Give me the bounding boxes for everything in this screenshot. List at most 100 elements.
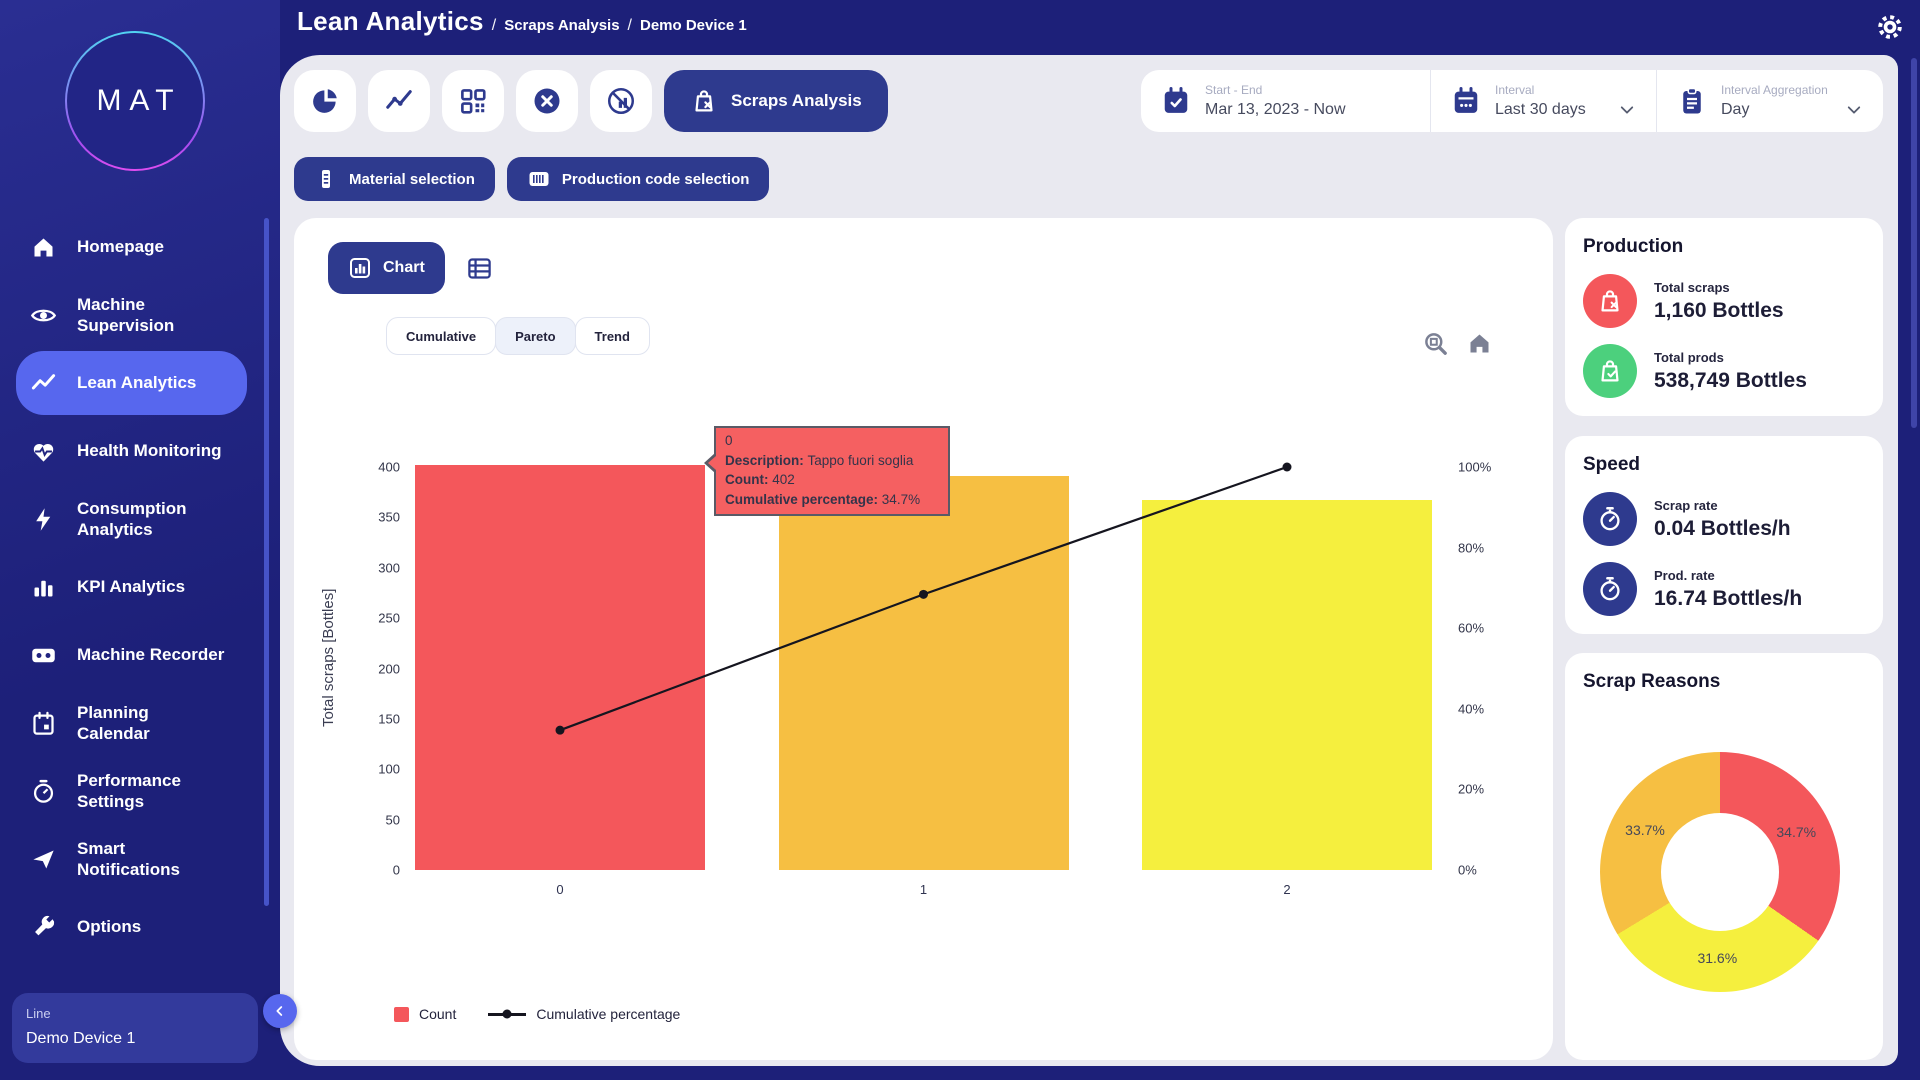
prod-rate-stat: Prod. rate 16.74 Bottles/h bbox=[1583, 562, 1865, 616]
chart-card: Chart Cumulative Pareto Trend Total scra… bbox=[294, 218, 1553, 1060]
breadcrumb-section[interactable]: Scraps Analysis bbox=[504, 17, 620, 34]
total-prods-label: Total prods bbox=[1654, 349, 1724, 365]
count-legend-swatch[interactable] bbox=[394, 1006, 409, 1022]
x-tick-label: 1 bbox=[919, 882, 928, 897]
clipboard-icon bbox=[1683, 87, 1701, 114]
cassette-icon bbox=[30, 642, 57, 669]
production-code-selection-label: Production code selection bbox=[561, 170, 750, 188]
chart-tabs: Cumulative Pareto Trend bbox=[386, 317, 650, 355]
sidebar-item-smart-notifications[interactable]: Smart Notifications bbox=[16, 827, 247, 891]
tooltip-row: Count402 bbox=[725, 470, 939, 490]
start-end-value: Mar 13, 2023 - Now bbox=[1205, 101, 1346, 118]
chart-legend: Count Cumulative percentage bbox=[394, 1006, 680, 1022]
heart-pulse-icon bbox=[30, 438, 57, 465]
scrap-rate-value: 0.04 Bottles/h bbox=[1654, 516, 1791, 540]
bolt-icon bbox=[30, 506, 57, 533]
breadcrumb-device[interactable]: Demo Device 1 bbox=[640, 17, 747, 34]
chart-modebar bbox=[1422, 330, 1493, 357]
material-selection-button[interactable]: Material selection bbox=[294, 157, 495, 201]
prod-rate-value: 16.74 Bottles/h bbox=[1654, 586, 1803, 610]
interval-aggregation-filter[interactable]: Interval Aggregation Day bbox=[1656, 70, 1883, 132]
device-selector-value: Demo Device 1 bbox=[26, 1030, 136, 1047]
device-selector[interactable]: Line Demo Device 1 bbox=[12, 993, 258, 1063]
bag-x-icon bbox=[1601, 290, 1619, 312]
interval-value: Last 30 days bbox=[1495, 101, 1586, 118]
cumulative-line bbox=[555, 462, 1292, 735]
table-view-button[interactable] bbox=[466, 255, 493, 282]
sidebar-item-consumption-analytics[interactable]: Consumption Analytics bbox=[16, 487, 247, 551]
bag-check-icon bbox=[1601, 360, 1619, 382]
total-scraps-label: Total scraps bbox=[1654, 279, 1730, 295]
reset-home-icon[interactable] bbox=[1466, 330, 1493, 357]
y-right-tick-label: 100% bbox=[1458, 459, 1492, 475]
sidebar-item-machine-supervision[interactable]: Machine Supervision bbox=[16, 283, 247, 347]
interval-aggregation-value: Day bbox=[1721, 101, 1750, 118]
tab-trend[interactable]: Trend bbox=[574, 317, 650, 355]
pareto-bar[interactable] bbox=[415, 465, 705, 870]
cumulative-legend-label[interactable]: Cumulative percentage bbox=[536, 1006, 681, 1022]
sidebar-item-options[interactable]: Options bbox=[16, 895, 247, 959]
sidebar-collapse-button[interactable] bbox=[263, 994, 297, 1028]
x-circle-view-button[interactable] bbox=[516, 70, 578, 132]
total-scraps-value: 1,160 Bottles bbox=[1654, 298, 1784, 322]
sidebar-nav: Homepage Machine Supervision Lean Analyt… bbox=[0, 211, 280, 963]
sidebar-item-lean-analytics[interactable]: Lean Analytics bbox=[16, 351, 247, 415]
sidebar-item-health-monitoring[interactable]: Health Monitoring bbox=[16, 419, 247, 483]
pareto-bar[interactable] bbox=[778, 476, 1069, 870]
y-right-tick-label: 40% bbox=[1458, 701, 1485, 717]
sidebar-item-planning-calendar[interactable]: Planning Calendar bbox=[16, 691, 247, 755]
line-view-button[interactable] bbox=[368, 70, 430, 132]
scraps-analysis-button[interactable]: Scraps Analysis bbox=[664, 70, 888, 132]
no-chart-view-button[interactable] bbox=[590, 70, 652, 132]
calendar-check-icon bbox=[1164, 87, 1188, 113]
breadcrumb-separator: / bbox=[627, 17, 632, 34]
tooltip-index: 0 bbox=[725, 433, 733, 448]
pareto-plot[interactable]: 0 1 2 0 50 100 150 200 250 300 350 400 0% 20% 40% 60% 80… bbox=[378, 445, 1491, 898]
donut-hole bbox=[1661, 813, 1779, 931]
sidebar-item-machine-recorder[interactable]: Machine Recorder bbox=[16, 623, 247, 687]
total-prods-value: 538,749 Bottles bbox=[1654, 368, 1807, 392]
pie-view-button[interactable] bbox=[294, 70, 356, 132]
y-left-tick-label: 350 bbox=[378, 509, 400, 525]
pareto-bar[interactable] bbox=[1142, 500, 1432, 870]
scrap-rate-label: Scrap rate bbox=[1654, 497, 1718, 513]
scrap-reasons-donut[interactable]: 34.7% 31.6% 33.7% bbox=[1600, 752, 1840, 992]
sidebar-item-kpi-analytics[interactable]: KPI Analytics bbox=[16, 555, 247, 619]
y-left-tick-label: 50 bbox=[385, 812, 400, 828]
logo: MAT bbox=[65, 31, 205, 171]
y-left-tick-label: 150 bbox=[378, 711, 400, 727]
chart-view-button[interactable]: Chart bbox=[328, 242, 445, 294]
prod-rate-label: Prod. rate bbox=[1654, 567, 1715, 583]
interval-filter[interactable]: Interval Last 30 days bbox=[1430, 70, 1656, 132]
tab-pareto[interactable]: Pareto bbox=[495, 317, 576, 355]
qr-view-button[interactable] bbox=[442, 70, 504, 132]
zoom-select-icon[interactable] bbox=[1422, 330, 1449, 357]
no-chart-icon bbox=[608, 88, 634, 114]
settings-gear-icon[interactable] bbox=[1876, 13, 1904, 41]
scrap-rate-stat: Scrap rate 0.04 Bottles/h bbox=[1583, 492, 1865, 546]
qr-code-icon bbox=[461, 89, 486, 114]
tab-cumulative[interactable]: Cumulative bbox=[386, 317, 497, 355]
logo-text: MAT bbox=[67, 33, 203, 169]
pie-chart-icon bbox=[313, 89, 337, 113]
cumulative-legend-swatch[interactable] bbox=[488, 1012, 527, 1016]
production-code-selection-button[interactable]: Production code selection bbox=[506, 157, 770, 201]
chart-view-label: Chart bbox=[383, 259, 425, 276]
y-left-tick-label: 400 bbox=[378, 459, 400, 475]
page-scrollbar[interactable] bbox=[1911, 58, 1917, 428]
sidebar-scrollbar[interactable] bbox=[264, 218, 269, 906]
y-left-tick-label: 0 bbox=[392, 862, 400, 878]
trend-icon bbox=[30, 370, 57, 397]
bag-x-icon bbox=[695, 90, 713, 112]
sidebar-item-homepage[interactable]: Homepage bbox=[16, 215, 247, 279]
total-prods-stat: Total prods 538,749 Bottles bbox=[1583, 344, 1865, 398]
start-end-filter[interactable]: Start - End Mar 13, 2023 - Now bbox=[1141, 70, 1430, 132]
line-chart-icon bbox=[386, 90, 412, 109]
selection-row: Material selection Production code selec… bbox=[294, 157, 770, 201]
sidebar-item-performance-settings[interactable]: Performance Settings bbox=[16, 759, 247, 823]
chart-tooltip: 0 DescriptionTappo fuori soglia Count402… bbox=[704, 426, 950, 516]
chevron-down-icon bbox=[1847, 106, 1861, 114]
y-right-tick-label: 80% bbox=[1458, 540, 1485, 556]
eye-icon bbox=[30, 302, 57, 329]
count-legend-label[interactable]: Count bbox=[419, 1006, 457, 1022]
